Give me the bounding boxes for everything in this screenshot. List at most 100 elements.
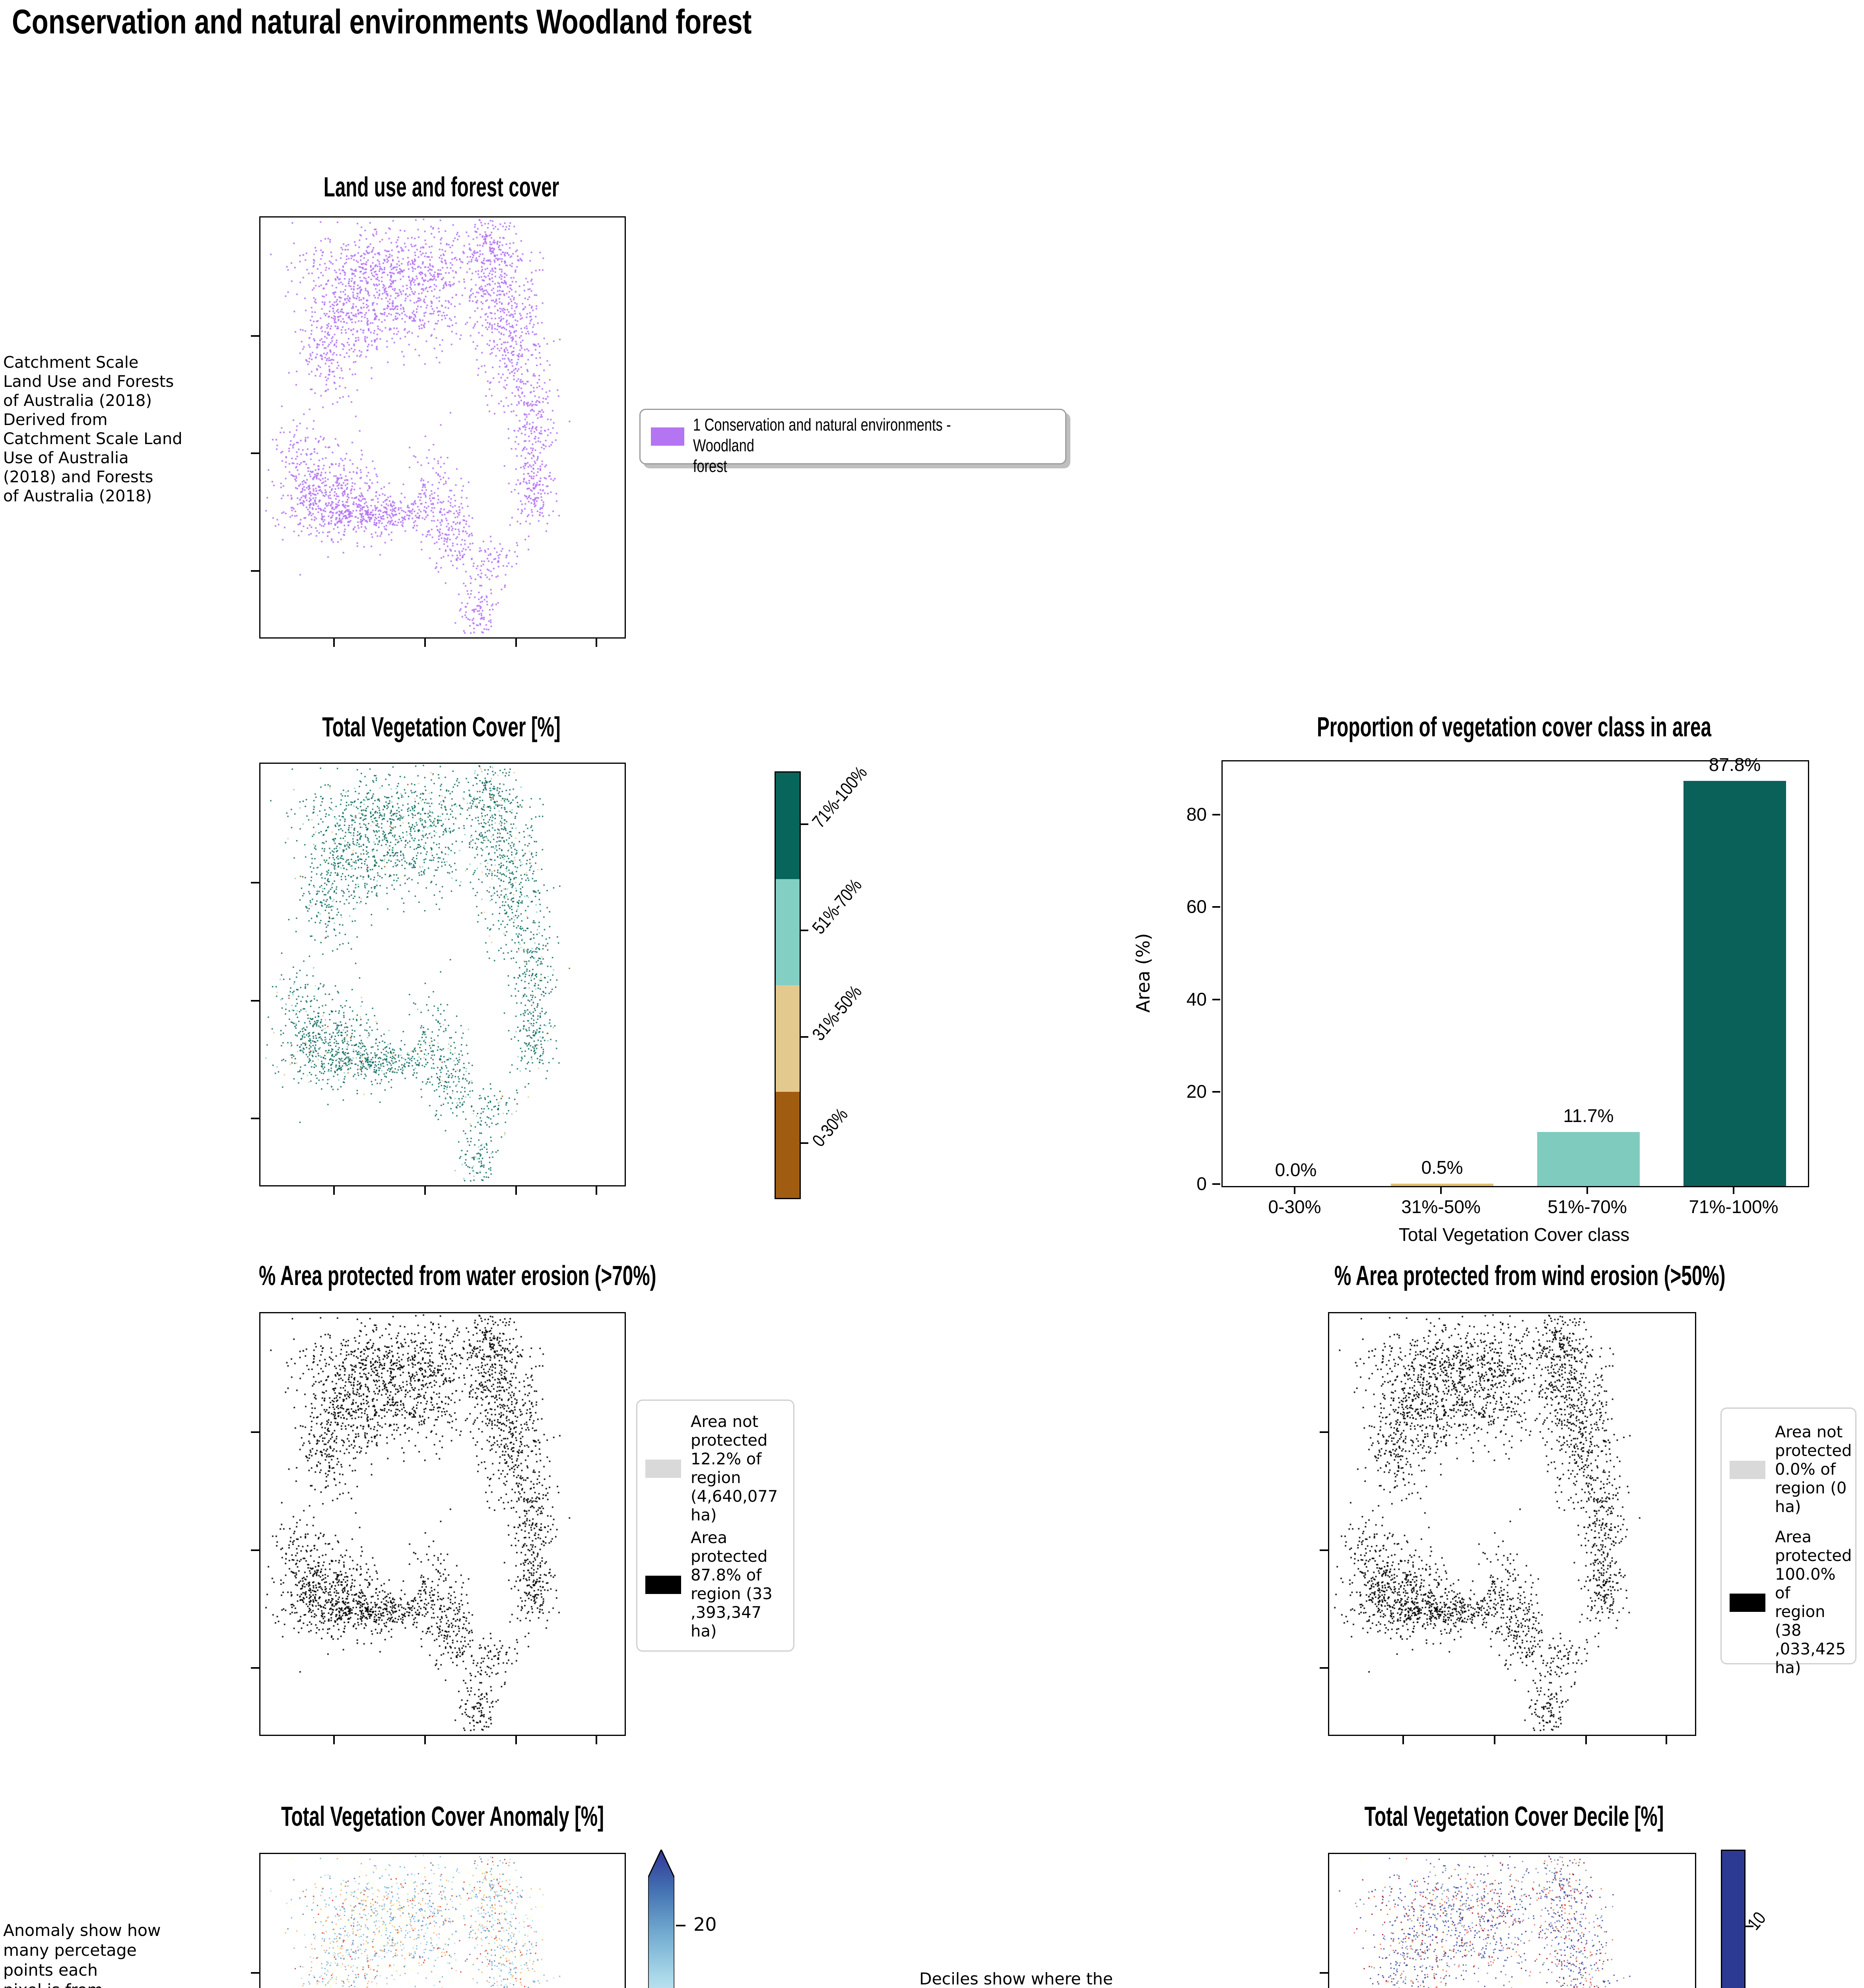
colorbar-tick [800, 1142, 808, 1144]
axis-tick [251, 570, 259, 572]
axis-tick [515, 1186, 517, 1195]
tvc-colorbar-segment [776, 879, 800, 985]
landuse-panel-title: Land use and forest cover [323, 171, 559, 202]
axis-tick [595, 1186, 597, 1195]
tvc-colorbar-segment [776, 985, 800, 1092]
axis-tick [1320, 1972, 1328, 1974]
axis-tick [251, 881, 259, 883]
y-axis-tick [1212, 906, 1220, 908]
legend-item: Area not protected 0.0% of region (0 ha) [1730, 1423, 1852, 1516]
decile-colorbar-label: 10 [1743, 1908, 1770, 1934]
tvc-colorbar-label: 0-30% [808, 1104, 852, 1151]
axis-tick [333, 1736, 335, 1744]
anomaly-panel-title: Total Vegetation Cover Anomaly [%] [281, 1801, 604, 1832]
proportion-chart-title: Proportion of vegetation cover class in … [1317, 711, 1711, 742]
area-not-protected-label: Area not protected 12.2% of region (4,64… [691, 1413, 778, 1524]
decile-colorbar [1721, 1850, 1746, 1988]
anomaly-explanation: Anomaly show how many percetage points e… [3, 1921, 161, 1988]
tvc-map [251, 763, 626, 1195]
wind-erosion-map-dots [1329, 1313, 1693, 1732]
anomaly-colorbar [648, 1850, 674, 1988]
y-axis-tick [1212, 999, 1220, 1000]
water-erosion-map [251, 1312, 626, 1744]
y-axis-tick [1212, 1091, 1220, 1093]
water-erosion-map-dots [260, 1313, 622, 1732]
anomaly-map-dots [260, 1854, 622, 1988]
axis-tick [251, 1549, 259, 1551]
tvc-colorbar-segment [776, 773, 800, 879]
decile-map-dots [1329, 1854, 1693, 1988]
decile-colorbar-segment [1722, 1851, 1744, 1988]
wind-erosion-panel-title: % Area protected from wind erosion (>50%… [1334, 1260, 1726, 1291]
axis-tick [1402, 1736, 1404, 1744]
axis-tick [251, 1000, 259, 1002]
y-tick-label: 40 [1186, 989, 1207, 1010]
water-erosion-legend: Area not protected 12.2% of region (4,64… [636, 1400, 794, 1652]
axis-tick [251, 335, 259, 337]
landuse-legend-swatch [651, 427, 684, 446]
area-protected-label: Area protected 87.8% of region (33 ,393,… [691, 1529, 773, 1640]
axis-tick [595, 1736, 597, 1744]
bar-value-label: 0.0% [1275, 1159, 1317, 1180]
axis-tick [1494, 1736, 1495, 1744]
anomaly-tick-label: 20 [693, 1914, 717, 1935]
landuse-source-note: Catchment Scale Land Use and Forests of … [3, 353, 183, 505]
tvc-colorbar-segment [776, 1091, 800, 1198]
axis-tick [595, 639, 597, 647]
y-tick-label: 60 [1186, 896, 1207, 917]
axis-tick [251, 1667, 259, 1669]
page-title: Conservation and natural environments Wo… [12, 3, 752, 41]
axis-tick [251, 1431, 259, 1433]
axis-tick [424, 639, 426, 647]
axis-tick [251, 1972, 259, 1974]
bar-31-50 [1391, 1184, 1493, 1186]
legend-item: Area not protected 12.2% of region (4,64… [645, 1413, 778, 1525]
water-erosion-panel-title: % Area protected from water erosion (>70… [259, 1260, 656, 1291]
bar-value-label: 87.8% [1709, 754, 1761, 775]
axis-tick [1320, 1431, 1328, 1433]
y-tick-label: 0 [1196, 1173, 1207, 1194]
y-tick-label: 80 [1186, 804, 1207, 825]
colorbar-tick [676, 1925, 685, 1926]
proportion-bar-chart: 0.0% 0.5% 11.7% 87.8% [1221, 754, 1809, 1187]
axis-tick [251, 452, 259, 454]
area-not-protected-label: Area not protected 0.0% of region (0 ha) [1775, 1423, 1852, 1516]
wind-erosion-map [1320, 1312, 1696, 1744]
decile-map [1320, 1853, 1696, 1988]
tvc-panel-title: Total Vegetation Cover [%] [322, 711, 561, 742]
legend-item: Area protected 87.8% of region (33 ,393,… [645, 1529, 773, 1641]
x-axis-label: Total Vegetation Cover class [1398, 1224, 1630, 1245]
axis-tick [1320, 1667, 1328, 1669]
y-axis-label: Area (%) [1132, 933, 1154, 1013]
tvc-colorbar-label: 51%-70% [808, 874, 866, 938]
colorbar-tick [800, 1036, 808, 1038]
decile-panel-title: Total Vegetation Cover Decile [%] [1364, 1801, 1664, 1832]
area-protected-swatch [1730, 1594, 1765, 1612]
tvc-colorbar-label: 71%-100% [808, 762, 871, 832]
axis-tick [515, 639, 517, 647]
x-axis-tick [1440, 1186, 1442, 1194]
axis-tick [1320, 1549, 1328, 1551]
landuse-legend-label: 1 Conservation and natural environments … [693, 415, 951, 476]
landuse-legend: 1 Conservation and natural environments … [639, 409, 1066, 476]
x-axis-tick [1733, 1186, 1734, 1194]
x-tick-label: 51%-70% [1548, 1196, 1627, 1217]
area-not-protected-swatch [645, 1460, 681, 1478]
axis-tick [333, 639, 335, 647]
tvc-map-dots [260, 764, 622, 1183]
landuse-map [251, 216, 626, 647]
x-tick-label: 0-30% [1268, 1196, 1321, 1217]
axis-tick [515, 1736, 517, 1744]
anomaly-map [251, 1853, 626, 1988]
tvc-colorbar-label: 31%-50% [808, 981, 866, 1044]
bar-71-100 [1683, 781, 1786, 1186]
axis-tick [424, 1736, 426, 1744]
area-protected-label: Area protected 100.0% of region (38 ,033… [1775, 1528, 1852, 1677]
colorbar-tick [1746, 1926, 1753, 1927]
x-tick-label: 71%-100% [1689, 1196, 1779, 1217]
legend-item: Area protected 100.0% of region (38 ,033… [1730, 1528, 1855, 1677]
bar-51-70 [1537, 1132, 1640, 1186]
bar-value-label: 0.5% [1421, 1157, 1463, 1178]
colorbar-tick [800, 823, 808, 825]
